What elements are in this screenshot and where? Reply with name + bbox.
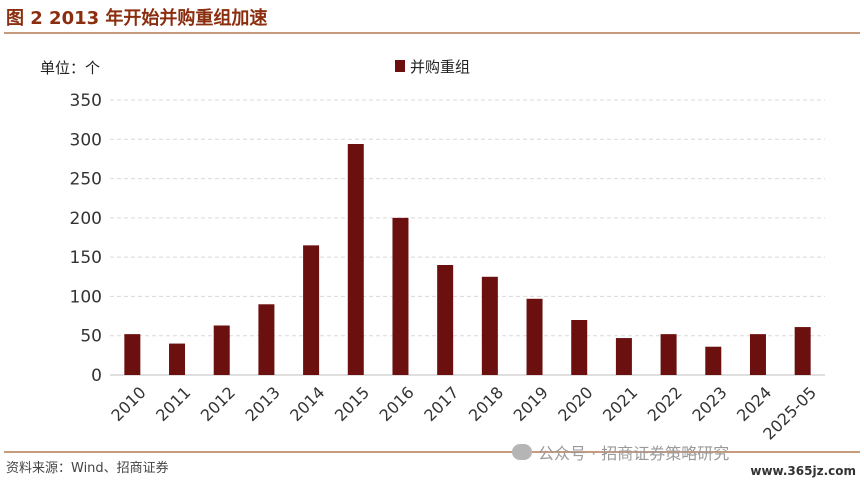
x-tick-label: 2021 xyxy=(599,383,641,425)
gridlines xyxy=(110,99,825,337)
footer-divider xyxy=(4,451,860,453)
source-note: 资料来源：Wind、招商证券 xyxy=(6,461,169,476)
y-tick-label: 350 xyxy=(70,91,102,111)
bar-2011 xyxy=(169,343,186,375)
bar-2015 xyxy=(347,144,364,375)
x-tick-label: 2015 xyxy=(331,383,373,425)
y-tick-label: 0 xyxy=(91,366,102,386)
y-tick-label: 100 xyxy=(70,287,102,307)
bar-2020 xyxy=(571,320,588,375)
y-tick-label: 250 xyxy=(70,170,102,190)
watermark: 公众号 · 招商证券策略研究 xyxy=(512,440,729,464)
x-tick-label: 2013 xyxy=(241,383,283,425)
legend: 并购重组 xyxy=(395,58,470,76)
x-tick-label: 2011 xyxy=(152,383,194,425)
y-tick-label: 50 xyxy=(80,327,102,347)
bar-2023 xyxy=(705,346,722,375)
x-tick-label: 2018 xyxy=(465,383,507,425)
bar-2010 xyxy=(124,334,141,375)
bar-2019 xyxy=(526,298,543,375)
x-tick-label: 2020 xyxy=(554,383,596,425)
bar-2022 xyxy=(660,334,677,375)
bar-2012 xyxy=(213,325,230,375)
x-tick-label: 2023 xyxy=(688,383,730,425)
x-tick-label: 2014 xyxy=(286,383,328,425)
x-tick-label: 2022 xyxy=(644,383,686,425)
figure-title: 图 2 2013 年开始并购重组加速 xyxy=(6,8,268,29)
bars xyxy=(124,144,811,375)
x-tick-label: 2016 xyxy=(376,383,418,425)
x-tick-label: 2017 xyxy=(420,383,462,425)
legend-label: 并购重组 xyxy=(410,58,470,76)
unit-label: 单位：个 xyxy=(40,59,100,77)
wechat-icon xyxy=(512,444,532,460)
x-tick-label: 2012 xyxy=(197,383,239,425)
site-mark: www.365jz.com xyxy=(750,464,856,478)
y-tick-label: 300 xyxy=(70,130,102,150)
legend-swatch xyxy=(395,60,405,72)
y-tick-label: 200 xyxy=(70,209,102,229)
x-tick-label: 2010 xyxy=(107,383,149,425)
bar-2017 xyxy=(437,265,454,375)
title-divider xyxy=(4,32,860,34)
bar-2018 xyxy=(481,276,498,375)
bar-2014 xyxy=(303,245,320,375)
bar-2021 xyxy=(615,338,632,375)
watermark-text: 公众号 · 招商证券策略研究 xyxy=(538,444,730,463)
x-tick-label: 2024 xyxy=(733,383,775,425)
bar-2016 xyxy=(392,217,409,375)
bar-chart: 单位：个 并购重组 0 50 100 150 200 250 300 350 2010 2011… xyxy=(40,58,825,444)
bar-2013 xyxy=(258,304,275,375)
x-tick-labels: 2010 2011 2012 2013 2014 2015 2016 2017 2018 2019… xyxy=(107,383,820,444)
y-tick-labels: 0 50 100 150 200 250 300 350 xyxy=(70,91,102,386)
bar-2024 xyxy=(749,334,766,375)
bar-2025-05 xyxy=(794,327,811,375)
y-tick-label: 150 xyxy=(70,248,102,268)
x-tick-label: 2019 xyxy=(510,383,552,425)
